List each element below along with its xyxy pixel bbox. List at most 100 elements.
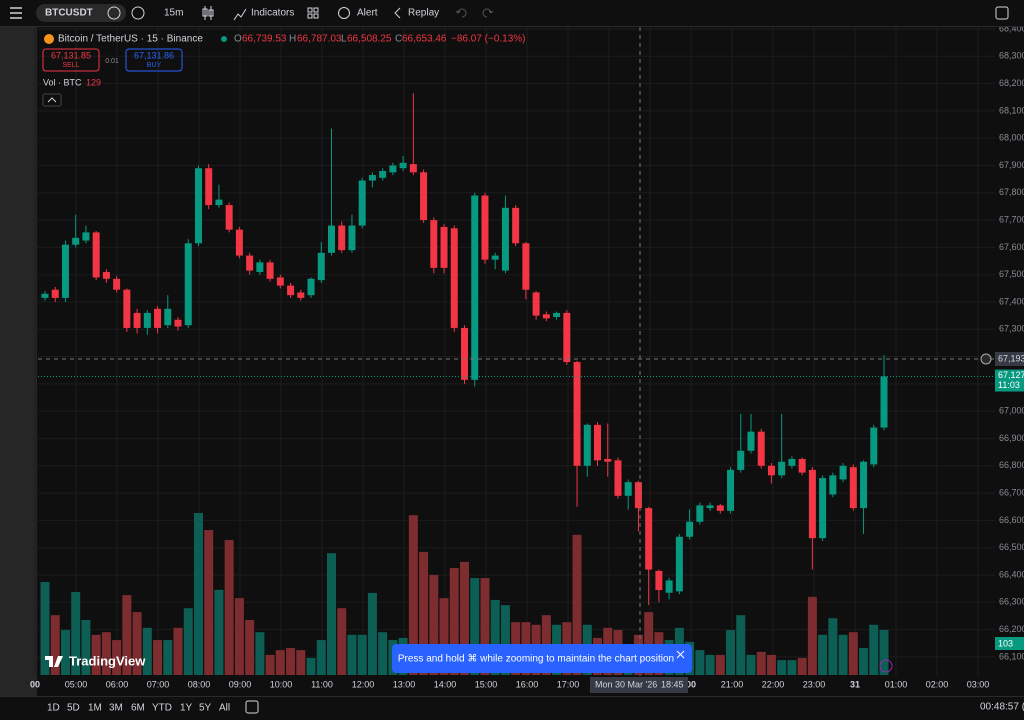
alert-button[interactable]: Alert xyxy=(357,8,378,19)
candle-body xyxy=(675,536,683,592)
range-button[interactable]: YTD xyxy=(152,703,172,714)
volume-bar xyxy=(234,598,244,675)
volume-bar xyxy=(286,647,296,675)
volume-bar xyxy=(265,654,275,675)
volume-bar xyxy=(173,627,183,675)
y-tick-label: 68,100 xyxy=(999,105,1024,115)
x-tick-label: 23:00 xyxy=(803,679,826,689)
range-button[interactable]: 6M xyxy=(131,703,145,714)
symbol-search[interactable] xyxy=(36,4,126,22)
crosshair-date: Mon 30 Mar '26 xyxy=(595,679,657,689)
y-tick-label: 67,600 xyxy=(999,242,1024,252)
candle-body xyxy=(409,164,417,173)
range-button[interactable]: 5Y xyxy=(199,703,212,714)
collapse-icon[interactable] xyxy=(47,97,57,103)
symbol-icon[interactable] xyxy=(107,6,121,20)
toast xyxy=(392,644,692,673)
collapse-legend[interactable] xyxy=(42,93,62,107)
candle-body xyxy=(583,424,591,466)
candle-body xyxy=(256,262,264,272)
replay-icon[interactable] xyxy=(394,7,401,19)
candle-body xyxy=(368,175,376,181)
low-label: L xyxy=(341,34,347,45)
candle-body xyxy=(143,312,151,328)
crosshair-price: 67,193 xyxy=(998,353,1024,363)
high-label: H xyxy=(289,34,296,45)
volume-bar xyxy=(214,589,224,675)
volume-bar xyxy=(71,592,81,675)
candle-body xyxy=(317,252,325,281)
toast-message: Press and hold ⌘ while zooming to mainta… xyxy=(398,654,674,665)
alert-icon[interactable] xyxy=(338,7,350,19)
open-label: O xyxy=(234,34,242,45)
fullscreen-button[interactable] xyxy=(995,6,1009,20)
undo-button[interactable] xyxy=(455,8,467,18)
layouts-button[interactable] xyxy=(307,7,319,19)
spread: 0.01 xyxy=(105,58,119,65)
volume-bar xyxy=(347,634,357,675)
volume-bar xyxy=(275,650,285,675)
volume-bar xyxy=(429,575,439,675)
sell-button[interactable] xyxy=(42,48,100,72)
range-button[interactable]: 3M xyxy=(109,703,123,714)
volume-bar xyxy=(859,647,869,675)
candle-body xyxy=(501,207,509,271)
volume-bar xyxy=(787,660,797,675)
volume-bar xyxy=(183,608,193,675)
candle-body xyxy=(287,285,295,296)
sell-price[interactable]: 67,131.85 xyxy=(51,50,91,60)
x-tick-label: 15:00 xyxy=(475,679,498,689)
volume-bar xyxy=(255,632,265,675)
compare-button[interactable] xyxy=(131,6,145,20)
last-price-label: 67,127 xyxy=(998,370,1024,380)
volume-bar xyxy=(296,650,306,675)
candle-body xyxy=(604,458,612,462)
candle-body xyxy=(665,580,673,593)
symbol[interactable]: BTCUSDT xyxy=(45,8,93,19)
volume-bar xyxy=(818,634,828,675)
volume-bar xyxy=(163,640,173,675)
indicators-button[interactable]: Indicators xyxy=(251,8,294,19)
x-tick-label: 16:00 xyxy=(516,679,539,689)
menu-button[interactable] xyxy=(10,7,22,19)
volume-bar xyxy=(367,592,377,675)
chart-type-button[interactable] xyxy=(202,6,214,20)
volume-bar xyxy=(746,654,756,675)
candle-body xyxy=(594,424,602,461)
redo-button[interactable] xyxy=(482,8,494,18)
candle-body xyxy=(389,165,397,173)
events-icon[interactable] xyxy=(879,659,893,673)
countdown-label: 11:03 xyxy=(998,380,1020,390)
x-tick-label: 22:00 xyxy=(762,679,785,689)
candle-body xyxy=(297,292,305,298)
range-button[interactable]: 1Y xyxy=(180,703,193,714)
volume-bar xyxy=(40,581,50,675)
clock: 00:48:57 ( xyxy=(980,702,1024,713)
goto-date[interactable] xyxy=(245,700,259,714)
range-button[interactable]: 5D xyxy=(67,703,80,714)
buy-label[interactable]: BUY xyxy=(147,62,162,69)
candle-body xyxy=(379,170,387,178)
candle-body xyxy=(154,308,162,328)
add-alert[interactable] xyxy=(980,353,992,365)
volume-bar xyxy=(766,654,776,675)
indicators-icon[interactable] xyxy=(233,8,247,21)
range-button[interactable]: 1D xyxy=(47,703,60,714)
buy-button[interactable] xyxy=(125,48,183,72)
range-button[interactable]: All xyxy=(219,703,230,714)
y-tick-label: 66,200 xyxy=(999,624,1024,634)
x-tick-label: 11:00 xyxy=(311,679,333,689)
range-button[interactable]: 1M xyxy=(88,703,102,714)
buy-price[interactable]: 67,131.86 xyxy=(134,50,174,60)
volume-value: 129 xyxy=(86,77,101,87)
interval[interactable]: 15m xyxy=(164,8,183,19)
candle-body xyxy=(61,244,69,298)
candle-body xyxy=(164,308,172,326)
candle-body xyxy=(450,228,458,328)
volume-bar xyxy=(326,553,336,675)
y-tick-label: 67,800 xyxy=(999,187,1024,197)
sell-label[interactable]: SELL xyxy=(62,62,79,69)
replay-button[interactable]: Replay xyxy=(408,8,439,19)
candle-body xyxy=(532,292,540,316)
toast-close[interactable] xyxy=(676,650,685,659)
